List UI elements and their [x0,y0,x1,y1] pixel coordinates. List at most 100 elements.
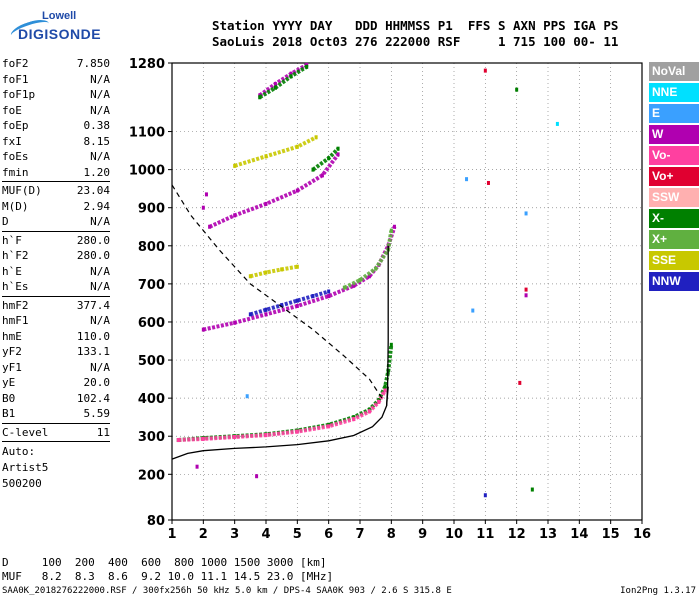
echo-point [273,81,277,86]
scatter-point [515,87,519,92]
echo-trace [258,63,308,98]
param-row: B1 5.59 [2,406,110,422]
param-name: B0 [2,391,16,405]
echo-point [311,167,315,172]
param-value: N/A [90,88,110,101]
param-value: 280.0 [76,249,110,262]
param-row: h`Es N/A [2,279,110,295]
param-name: h`E [2,264,22,278]
station-header: Station YYYY DAY DDD HHMMSS P1 FFS S AXN… [212,18,618,50]
scatter-point [518,380,522,385]
echo-point [208,224,212,229]
param-value: N/A [90,314,110,327]
echo-point [367,409,371,414]
echo-point [201,327,205,332]
param-value: 377.4 [76,298,110,312]
echo-point [392,224,396,229]
y-tick-label: 300 [138,430,165,445]
scatter-point [483,68,487,73]
echo-point [383,384,387,389]
param-name: hmF2 [2,298,29,312]
echo-point [327,294,331,299]
y-tick-label: 400 [138,392,165,407]
x-tick-label: 4 [261,527,270,542]
echo-point [305,64,309,69]
x-tick-label: 12 [508,527,526,542]
param-divider [2,422,110,424]
autoscaling-info: Auto: Artist5 500200 [2,444,110,492]
echo-point [233,320,237,325]
param-name: h`Es [2,280,29,293]
echo-point [342,285,346,290]
x-tick-label: 11 [476,527,494,542]
echo-point [295,144,299,149]
scatter-point [524,293,528,298]
param-name: foF1p [2,88,36,101]
echo-point [295,298,299,303]
distance-row: D 100 200 400 600 800 1000 1500 3000 [km… [2,556,327,569]
param-name: h`F2 [2,249,29,262]
param-row: hmE 110.0 [2,329,110,345]
legend-item: Vo+ [649,167,699,186]
param-name: foEs [2,150,29,163]
param-name: hmE [2,329,22,343]
echo-point [389,228,393,233]
param-row: h`F2 280.0 [2,248,110,264]
echo-point [374,266,378,271]
param-value: 110.0 [76,329,110,343]
legend-item: W [649,125,699,144]
dashed-profile-line [171,184,383,399]
x-tick-label: 5 [293,527,302,542]
echo-point [295,188,299,193]
echo-point [389,342,393,347]
param-value: 20.0 [83,376,111,389]
echo-point [314,135,318,140]
x-tick-label: 1 [167,527,176,542]
scatter-point [486,180,490,185]
param-value: 1.20 [83,165,111,179]
echo-point [233,163,237,168]
echo-trace [249,289,330,317]
legend-item: X+ [649,230,699,249]
x-tick-label: 6 [324,527,333,542]
y-tick-label: 700 [138,278,165,293]
plot-frame [171,62,643,521]
x-tick-label: 10 [445,527,463,542]
echo-point [264,312,268,317]
param-row: hmF1 N/A [2,313,110,329]
param-name: yF1 [2,360,22,374]
param-value: N/A [90,150,110,163]
echo-point [377,399,381,404]
echo-trace [234,135,318,168]
legend-item: SSE [649,251,699,270]
echo-point [289,74,293,79]
echo-point [233,434,237,439]
param-row: D N/A [2,214,110,230]
echo-point [383,388,387,393]
param-row: C-level 11 [2,425,110,441]
echo-point [264,154,268,159]
echo-point [327,424,331,429]
param-value: 0.38 [83,119,111,132]
scatter-point [201,205,205,210]
param-name: yE [2,376,16,389]
scaled-parameters-panel: foF2 7.850 foF1 N/A foF1p N/A foE N/A foEp 0.38 fx… [2,56,110,492]
autoscaling-line: Artist5 [2,461,49,474]
autoscaling-line: Auto: [2,445,36,458]
param-name: M(D) [2,199,29,213]
echo-point [273,85,277,90]
scatter-point [471,308,475,313]
echo-point [264,307,268,312]
x-tick-label: 8 [387,527,396,542]
legend-item: SSW [649,188,699,207]
scatter-point [483,493,487,498]
x-tick-label: 15 [602,527,620,542]
param-name: foF2 [2,57,29,70]
muf-distance-table: D 100 200 400 600 800 1000 1500 3000 [km… [2,556,333,584]
echo-point [264,270,268,275]
legend-item: X- [649,209,699,228]
echo-point [280,303,284,308]
profile-line [385,245,389,406]
x-tick-label: 2 [199,527,208,542]
muf-row: MUF 8.2 8.3 8.6 9.2 10.0 11.1 14.5 23.0 … [2,570,334,583]
